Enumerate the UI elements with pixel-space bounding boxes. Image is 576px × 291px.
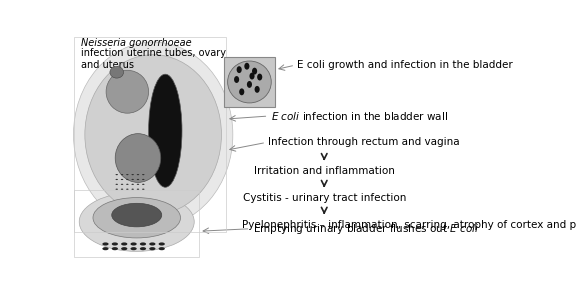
Circle shape [126,184,128,185]
Ellipse shape [239,88,244,95]
Circle shape [137,179,139,180]
Circle shape [116,179,118,180]
Circle shape [142,184,145,185]
Ellipse shape [79,192,194,251]
Circle shape [121,242,127,246]
Ellipse shape [110,66,124,78]
Circle shape [121,184,123,185]
Bar [223,57,275,107]
Circle shape [121,179,123,180]
Circle shape [131,174,134,175]
Circle shape [142,189,145,190]
Ellipse shape [228,61,271,103]
Circle shape [137,184,139,185]
Bar [74,189,199,257]
Ellipse shape [244,63,249,70]
Ellipse shape [149,74,182,187]
Circle shape [158,242,165,246]
Ellipse shape [85,55,221,214]
Circle shape [131,179,134,180]
Ellipse shape [247,81,252,88]
Circle shape [121,174,123,175]
Circle shape [137,174,139,175]
Circle shape [121,247,127,250]
Circle shape [103,247,109,250]
Circle shape [149,247,156,250]
Circle shape [149,242,156,246]
Circle shape [142,174,145,175]
Ellipse shape [234,76,239,83]
Circle shape [131,189,134,190]
Ellipse shape [237,66,242,73]
Circle shape [126,174,128,175]
Text: Pyelonephritis – inflammation, scarring, atrophy of cortex and pus in the kidney: Pyelonephritis – inflammation, scarring,… [242,220,576,230]
Ellipse shape [74,42,233,227]
Circle shape [103,242,109,246]
Ellipse shape [112,203,162,227]
Circle shape [131,242,137,246]
Text: Cystitis - urinary tract infection: Cystitis - urinary tract infection [242,193,406,203]
Circle shape [140,247,146,250]
Text: Neisseria gonorrhoeae: Neisseria gonorrhoeae [81,38,192,48]
Circle shape [116,174,118,175]
Circle shape [140,242,146,246]
Circle shape [142,179,145,180]
Ellipse shape [249,73,255,79]
Text: E coli growth and infection in the bladder: E coli growth and infection in the bladd… [297,60,513,70]
Ellipse shape [252,68,257,74]
Text: Infection through rectum and vagina: Infection through rectum and vagina [267,137,459,148]
Circle shape [131,184,134,185]
Circle shape [112,242,118,246]
Text: Irritation and inflammation: Irritation and inflammation [254,166,395,176]
Ellipse shape [257,74,262,81]
Ellipse shape [93,198,180,238]
Text: Emptying urinary bladder flushes out $\it{E\ coli}$: Emptying urinary bladder flushes out $\i… [253,222,479,236]
Circle shape [131,247,137,250]
Circle shape [116,184,118,185]
Text: infection uterine tubes, ovary
and uterus: infection uterine tubes, ovary and uteru… [81,48,226,70]
Ellipse shape [255,86,260,93]
Circle shape [116,189,118,190]
Text: $\it{E\ coli}$ infection in the bladder wall: $\it{E\ coli}$ infection in the bladder … [271,110,448,122]
Ellipse shape [106,70,149,113]
Circle shape [112,247,118,250]
Bar [74,37,226,232]
Circle shape [158,247,165,250]
Circle shape [121,189,123,190]
Circle shape [126,179,128,180]
Circle shape [126,189,128,190]
Circle shape [137,189,139,190]
Ellipse shape [115,134,161,182]
